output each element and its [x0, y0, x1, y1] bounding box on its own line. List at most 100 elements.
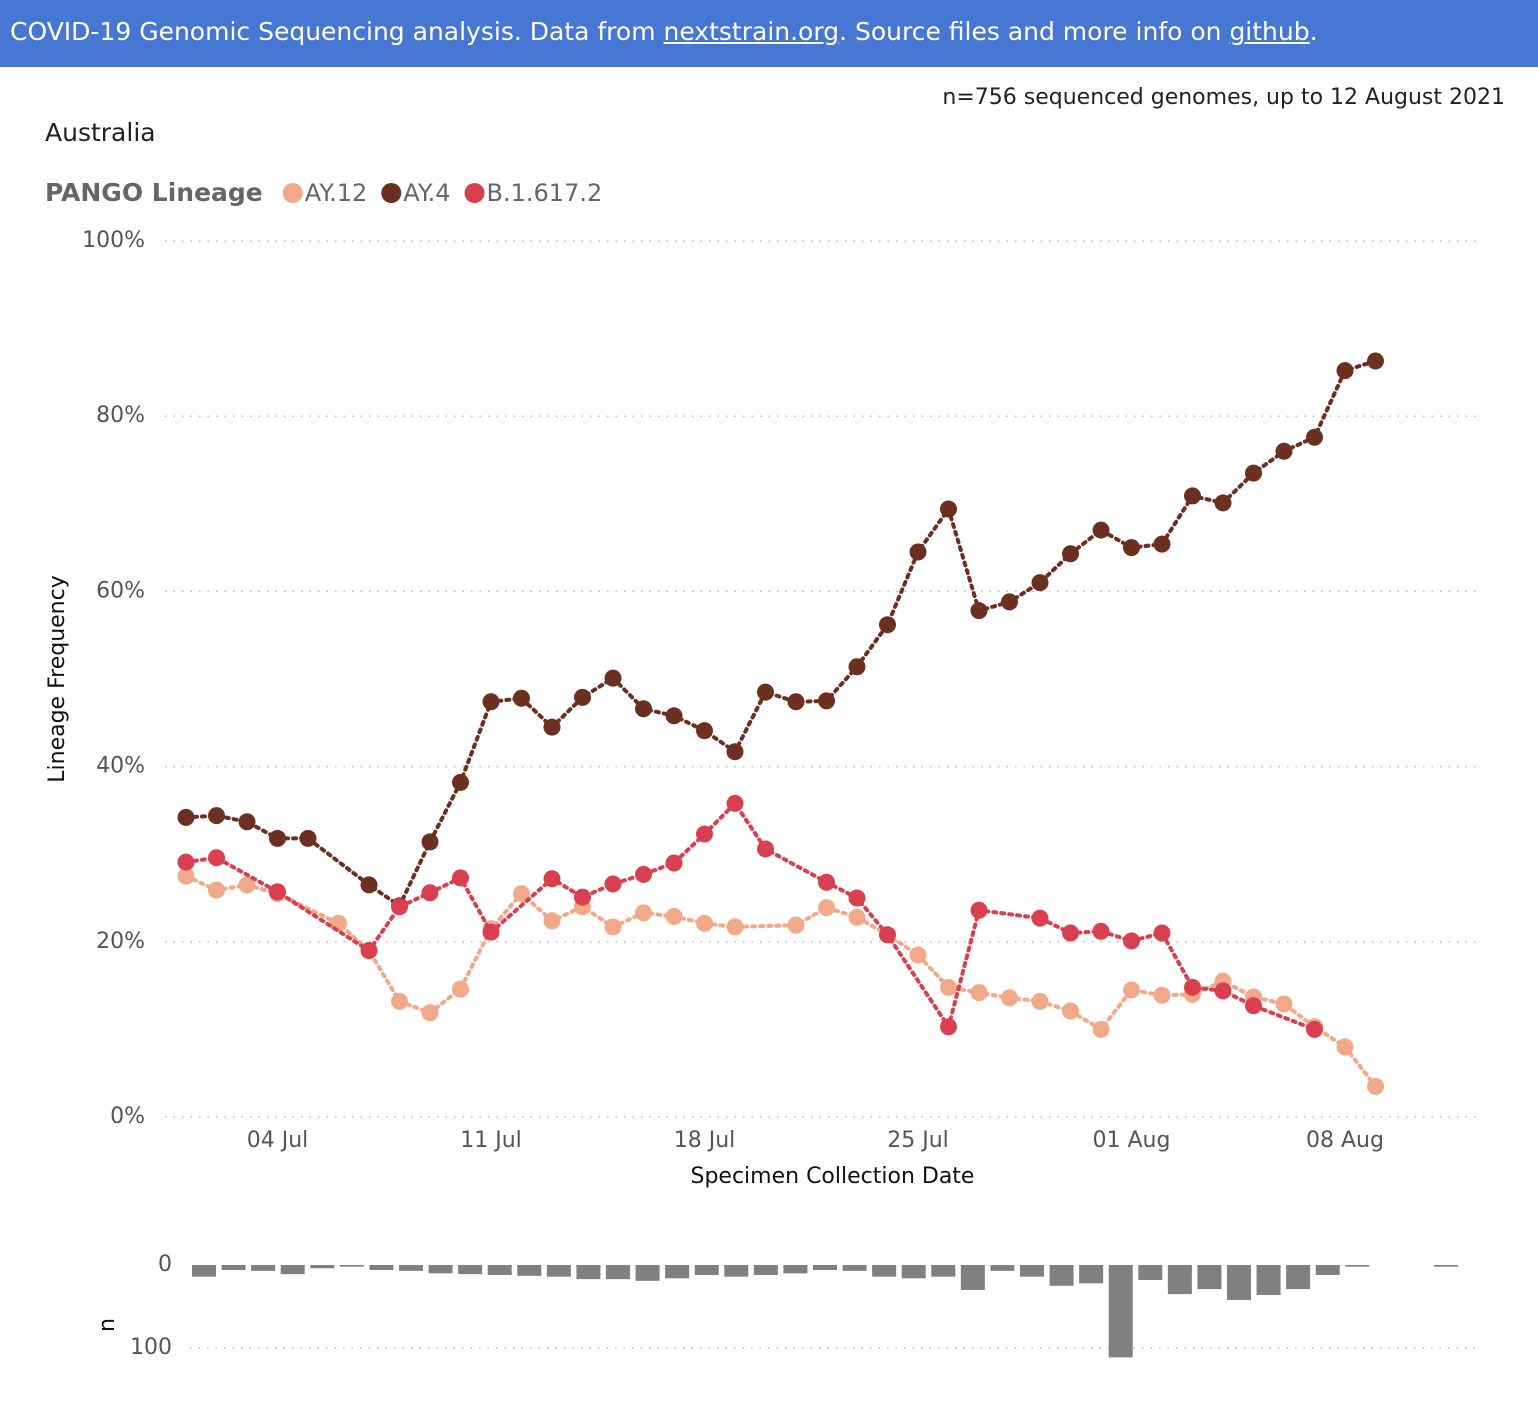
- data-point: [513, 885, 530, 903]
- bar: [665, 1265, 690, 1279]
- data-point: [269, 829, 286, 847]
- data-point: [604, 875, 622, 893]
- data-point: [1367, 1077, 1384, 1095]
- data-point: [360, 876, 378, 894]
- x-tick-label: 11 Jul: [460, 1128, 522, 1153]
- data-point: [421, 884, 439, 902]
- chart: n=756 sequenced genomes, up to 12 August…: [45, 85, 1505, 1360]
- bar: [546, 1265, 571, 1277]
- bar: [724, 1265, 749, 1277]
- data-point: [1123, 539, 1140, 557]
- bar: [576, 1265, 601, 1280]
- data-point: [177, 808, 195, 826]
- legend-marker: [381, 183, 402, 203]
- data-point: [543, 718, 561, 736]
- bar: [280, 1265, 305, 1275]
- data-point: [665, 907, 683, 925]
- bar: [694, 1265, 719, 1275]
- y-tick-label: 60%: [96, 578, 145, 603]
- legend-marker: [464, 183, 485, 203]
- data-point: [879, 616, 896, 634]
- data-point: [787, 916, 805, 934]
- data-point: [208, 849, 225, 867]
- data-point: [1245, 997, 1262, 1015]
- data-point: [1306, 1020, 1323, 1038]
- y-tick-label: 40%: [96, 754, 145, 779]
- data-point: [1214, 982, 1232, 1000]
- x-tick-label: 04 Jul: [247, 1128, 309, 1153]
- y-axis-label: Lineage Frequency: [45, 575, 70, 782]
- data-point: [269, 883, 286, 901]
- legend-title: PANGO Lineage: [45, 178, 263, 207]
- bar: [1049, 1265, 1074, 1286]
- data-point: [848, 658, 866, 676]
- x-tick-label: 01 Aug: [1093, 1128, 1171, 1153]
- data-point: [1245, 464, 1262, 482]
- bar: [635, 1265, 660, 1281]
- bar: [487, 1265, 512, 1275]
- data-point: [1123, 932, 1140, 950]
- data-point: [513, 689, 530, 707]
- x-axis-label: Specimen Collection Date: [691, 1164, 975, 1189]
- data-point: [818, 899, 835, 917]
- data-point: [879, 926, 896, 944]
- y-tick-label: 0: [158, 1252, 172, 1277]
- bar: [872, 1265, 897, 1277]
- link[interactable]: github: [1229, 17, 1310, 46]
- data-point: [238, 813, 256, 831]
- data-point: [1336, 362, 1354, 380]
- data-point: [1001, 593, 1018, 611]
- data-point: [421, 833, 439, 851]
- data-point: [940, 1018, 957, 1036]
- bar: [1020, 1265, 1044, 1277]
- link[interactable]: nextstrain.org: [663, 17, 840, 46]
- data-point: [391, 992, 408, 1010]
- data-point: [1031, 992, 1049, 1010]
- data-point: [848, 908, 866, 926]
- data-point: [177, 867, 195, 885]
- y-axis-label: n: [95, 1318, 120, 1332]
- data-point: [1153, 535, 1171, 553]
- data-point: [1184, 978, 1201, 996]
- header-text: .: [1309, 17, 1318, 46]
- bar: [517, 1265, 542, 1276]
- data-point: [1062, 924, 1079, 942]
- legend-marker: [282, 183, 303, 203]
- data-point: [1153, 986, 1171, 1004]
- data-point: [1092, 521, 1110, 539]
- data-point: [726, 794, 744, 812]
- data-point: [574, 688, 591, 706]
- bar: [753, 1265, 778, 1275]
- data-point: [391, 898, 408, 916]
- x-tick-label: 08 Aug: [1306, 1128, 1384, 1153]
- bar: [1108, 1265, 1133, 1358]
- data-point: [1214, 494, 1232, 512]
- data-point: [604, 669, 622, 687]
- data-point: [909, 543, 927, 561]
- legend-label: AY.12: [305, 179, 368, 207]
- data-point: [1184, 487, 1201, 505]
- data-point: [818, 873, 835, 891]
- data-point: [1153, 924, 1171, 942]
- data-point: [757, 683, 774, 701]
- bar: [901, 1265, 926, 1279]
- data-point: [726, 918, 744, 936]
- data-point: [543, 912, 561, 930]
- data-point: [696, 914, 713, 932]
- data-point: [1275, 442, 1293, 460]
- data-point: [452, 773, 469, 791]
- data-point: [482, 923, 500, 941]
- data-point: [848, 889, 866, 907]
- data-point: [1306, 428, 1323, 446]
- legend-label: B.1.617.2: [487, 179, 603, 207]
- x-tick-label: 18 Jul: [674, 1128, 736, 1153]
- note: n=756 sequenced genomes, up to 12 August…: [942, 85, 1505, 110]
- data-point: [940, 978, 957, 996]
- data-point: [1336, 1038, 1354, 1056]
- bar: [1286, 1265, 1311, 1290]
- data-point: [1275, 995, 1293, 1013]
- y-tick-label: 100%: [82, 228, 145, 253]
- y-tick-label: 0%: [110, 1104, 145, 1129]
- bar: [1345, 1265, 1370, 1267]
- bar: [606, 1265, 630, 1280]
